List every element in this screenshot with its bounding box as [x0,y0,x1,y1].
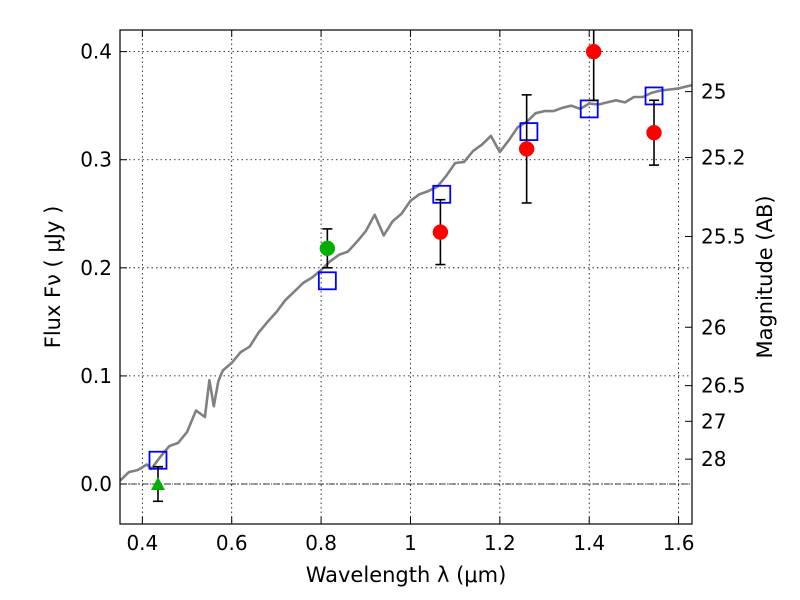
y-tick-label: 0.2 [80,256,112,280]
ticks: 0.4 0.6 0.8 1 1.2 1.4 1.6 0.0 0.1 0.2 0.3 0.4 25 25.2… [80,30,746,555]
x-tick-label: 0.8 [305,531,337,555]
upper-limit-triangle [150,477,165,491]
magnitude-tick-label: 27 [701,409,726,433]
y-tick-label: 0.3 [80,148,112,172]
model-photometry-square [317,271,337,291]
model-sed-layer [120,83,692,482]
model-photometry-square [519,122,539,142]
x-tick-label: 0.4 [126,531,158,555]
x-axis-label: Wavelength λ (μm) [306,563,507,587]
magnitude-tick-label: 25 [701,80,726,104]
magnitude-tick-label: 26 [701,315,726,339]
observed-point-red [518,141,535,157]
observed-point-red [646,124,662,141]
magnitude-tick-label: 28 [701,447,726,471]
observed-point-red [585,43,602,60]
plot-frame [119,29,693,525]
observed-point-red [432,224,449,240]
x-tick-label: 0.6 [216,531,248,555]
magnitude-tick-label: 26.5 [701,374,746,398]
magnitude-tick-label: 25.5 [701,224,746,248]
y-tick-label: 0.4 [80,40,112,64]
y-tick-label: 0.0 [80,472,112,496]
x-tick-label: 1.2 [484,531,516,555]
y-tick-label: 0.1 [80,364,112,388]
x-tick-label: 1.4 [573,531,605,555]
magnitude-axis-label: Magnitude (AB) [753,195,777,358]
model-photometry-square [432,184,452,204]
magnitude-tick-label: 25.2 [701,146,746,170]
model-sed-line [120,83,692,482]
x-tick-label: 1.6 [663,531,695,555]
y-axis-label: Flux Fν ( μJy ) [41,206,65,349]
observed-point-green [319,240,336,257]
grid [120,30,692,524]
x-tick-label: 1 [404,531,417,555]
marker-layer [148,30,664,503]
